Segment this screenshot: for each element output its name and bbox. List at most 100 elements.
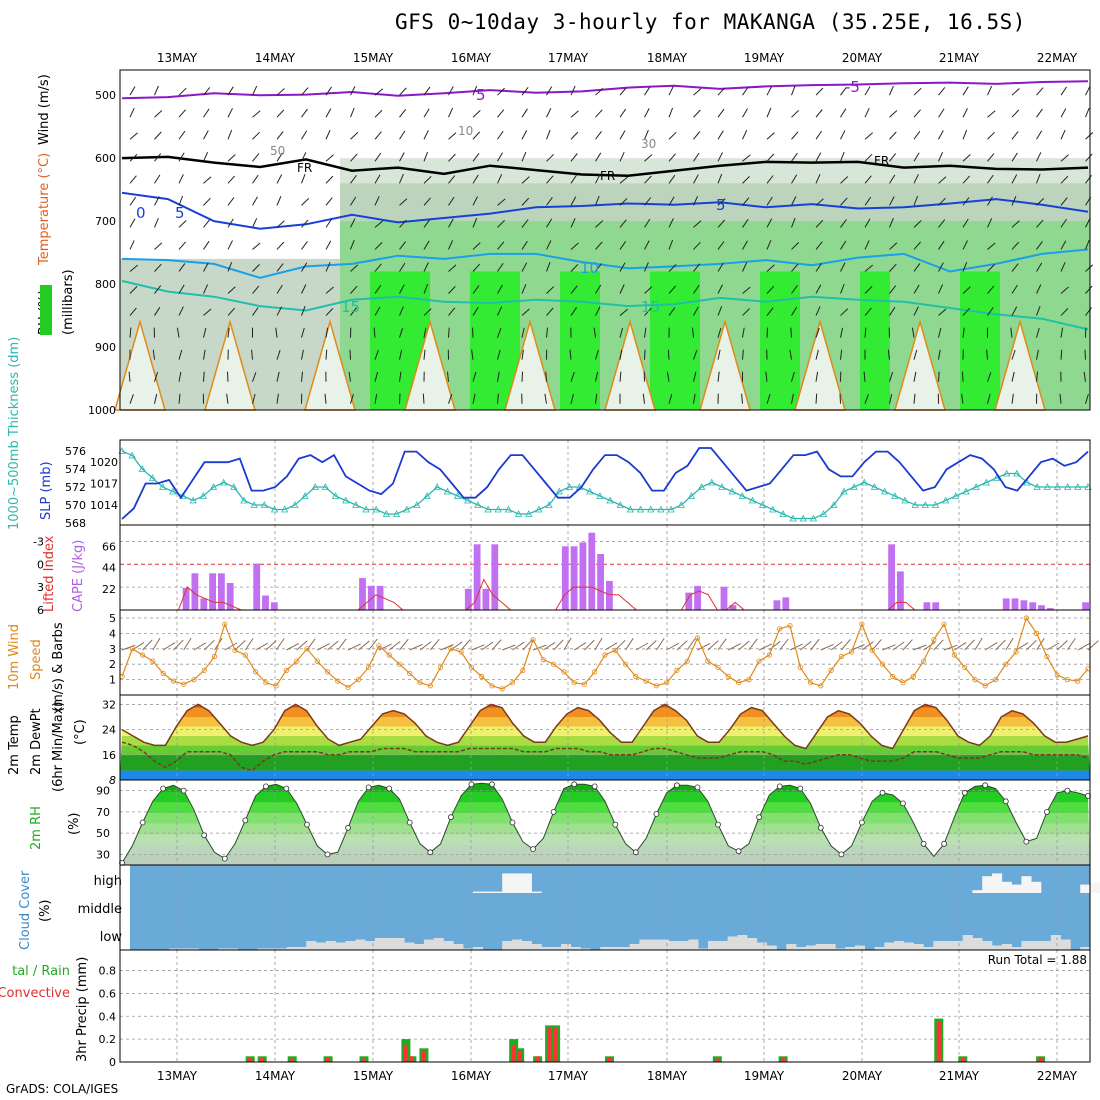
thickness-point — [799, 514, 807, 522]
rh-point — [283, 785, 290, 792]
wind-barb — [178, 263, 186, 272]
wind-barb — [717, 327, 722, 338]
wind-barb — [962, 240, 968, 250]
wind-barb — [545, 371, 547, 382]
precip-conv-bar — [409, 1056, 414, 1062]
wind-barb-10m — [810, 638, 820, 651]
wind-barb — [472, 263, 481, 272]
wind-barb — [619, 349, 623, 360]
wind-barb — [864, 132, 874, 140]
precip-conv-bar — [260, 1057, 265, 1062]
wind-barb — [301, 219, 309, 228]
thickness-point — [616, 501, 624, 508]
thickness-point — [281, 505, 289, 513]
thickness-point — [1013, 469, 1021, 477]
wind-speed-point — [674, 667, 680, 674]
low-cloud-bar — [884, 942, 895, 950]
thickness-point — [718, 483, 726, 490]
cape-bar — [376, 585, 384, 610]
wind-barb-10m — [286, 642, 300, 651]
wind-barb — [889, 196, 895, 206]
high-cloud-bar — [1090, 883, 1100, 893]
wind-barb — [668, 107, 674, 118]
ylabel-slp: SLP (mb) — [39, 461, 54, 520]
wind-barb — [472, 131, 481, 140]
wind-barb — [350, 132, 359, 140]
ylabel-barbs: (m/s) & Barbs — [51, 622, 66, 712]
wind-barb — [373, 327, 376, 338]
thickness-point — [464, 496, 472, 504]
wind-barb — [301, 108, 308, 118]
ylabel-cape: CAPE (J/kg) — [71, 540, 86, 612]
wind-speed-point — [818, 683, 824, 689]
wind-barb — [423, 240, 430, 250]
thickness-point — [880, 487, 889, 495]
wind-barb — [301, 327, 305, 338]
thickness-point — [372, 505, 380, 513]
wind-barb — [374, 306, 381, 316]
ylabel-pct: (%) — [67, 813, 82, 836]
cape-bar — [270, 602, 278, 610]
wind-barb — [791, 306, 798, 316]
wind-barb — [399, 393, 401, 404]
wind-barb — [595, 349, 599, 360]
wind-barb — [1060, 327, 1064, 338]
wind-barb-10m — [306, 638, 316, 651]
rh-point — [427, 849, 434, 856]
low-cloud-bar — [276, 948, 287, 950]
wind-barb — [325, 218, 333, 228]
cape-bar — [570, 546, 578, 611]
wind-barb — [521, 308, 530, 316]
wind-barb — [374, 196, 380, 206]
high-cloud-bar — [521, 873, 532, 893]
wind-speed-point — [653, 683, 660, 689]
wind-barb — [399, 108, 407, 118]
contour-label: 0 — [136, 204, 146, 222]
cape-bar — [1046, 608, 1054, 610]
date-label-bottom: 15MAY — [353, 1069, 394, 1083]
thickness-point — [911, 501, 919, 508]
ylabel-cloud: Cloud Cover — [18, 870, 33, 950]
wind-barb-10m — [327, 640, 339, 651]
wind-barb — [962, 307, 971, 316]
rh-point — [1044, 809, 1050, 815]
rh-moist-column — [650, 271, 700, 410]
wind-barb — [815, 219, 824, 228]
cape-bar — [561, 546, 569, 611]
wind-barb — [350, 196, 357, 206]
wind-barb — [325, 349, 328, 360]
y-tick-label: 700 — [95, 215, 116, 228]
low-cloud-bar — [325, 941, 336, 950]
thickness-point — [311, 483, 319, 490]
wind-barb — [154, 196, 160, 206]
wind-barb-10m — [635, 642, 649, 651]
rh-band — [120, 854, 1090, 865]
wind-barb — [938, 371, 940, 382]
wind-barb — [252, 264, 260, 272]
wind-barb — [668, 196, 675, 206]
cape-bar — [606, 581, 613, 610]
wind-barb — [374, 174, 381, 184]
wind-barb — [154, 306, 161, 316]
low-cloud-bar — [188, 948, 199, 950]
wind-barb-10m — [954, 641, 967, 651]
cape-bar — [729, 605, 737, 610]
y-tick-label: 66 — [102, 540, 116, 553]
wind-barb — [1011, 284, 1018, 294]
precip-frame — [119, 949, 1091, 1063]
rh-point — [715, 821, 721, 828]
rh-line — [121, 782, 1089, 864]
low-cloud-bar — [541, 947, 552, 950]
wind-barb — [766, 394, 771, 404]
wind-barb — [546, 129, 551, 140]
wind-barb — [374, 220, 384, 228]
low-cloud-bar — [854, 945, 865, 950]
wind-barb — [766, 196, 773, 206]
wind-barb — [668, 218, 674, 228]
wind-barb — [448, 153, 456, 162]
wind-barb — [448, 285, 456, 294]
panel-frame — [119, 69, 1091, 411]
wind-barb — [791, 196, 797, 206]
rh-point — [468, 781, 475, 788]
wind-speed-point — [1023, 615, 1029, 621]
